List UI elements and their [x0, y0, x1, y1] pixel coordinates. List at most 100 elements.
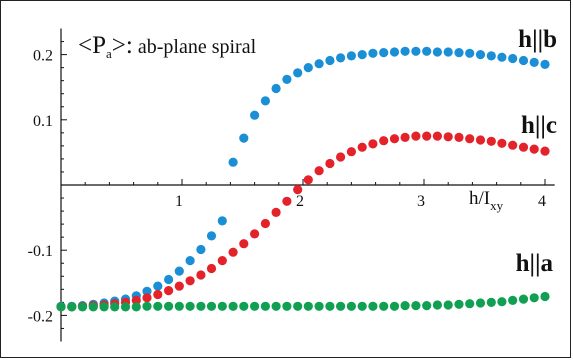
data-point — [271, 207, 281, 217]
data-point — [228, 157, 238, 167]
data-point — [465, 134, 475, 144]
data-point — [357, 50, 367, 60]
data-point — [239, 133, 249, 143]
data-point — [454, 132, 464, 142]
data-point — [518, 294, 529, 304]
data-point — [260, 301, 270, 311]
data-point — [443, 132, 453, 142]
data-point — [529, 293, 539, 303]
data-point — [475, 50, 486, 60]
data-point — [529, 144, 539, 154]
y-tick-label: 0.1 — [33, 113, 53, 130]
data-point — [314, 301, 324, 311]
chart-title: <Pa>: ab-plane spiral — [78, 32, 257, 61]
data-point — [67, 302, 77, 312]
data-point — [303, 63, 313, 73]
data-point — [379, 48, 389, 58]
data-point — [443, 300, 453, 310]
data-point — [88, 302, 98, 312]
data-point — [174, 281, 184, 291]
data-point — [432, 131, 442, 141]
data-point — [346, 51, 356, 61]
data-point — [508, 295, 518, 305]
data-point — [120, 302, 131, 312]
data-point — [400, 46, 410, 56]
data-point — [486, 51, 496, 61]
data-point — [77, 302, 88, 312]
y-tick-label: -0.2 — [28, 308, 53, 325]
data-point — [518, 55, 529, 66]
data-point — [400, 301, 410, 311]
data-point — [250, 110, 260, 120]
data-point — [185, 256, 195, 266]
data-point — [303, 175, 313, 185]
data-point — [336, 152, 346, 162]
data-point — [486, 297, 496, 307]
data-point — [422, 131, 432, 141]
data-point — [497, 52, 507, 62]
data-point — [110, 302, 120, 312]
data-point — [346, 301, 356, 311]
x-axis-label: h/Ixy — [469, 188, 504, 213]
data-point — [400, 132, 410, 142]
data-point — [185, 301, 195, 311]
data-point — [325, 301, 335, 311]
data-point — [465, 299, 475, 309]
data-point — [314, 59, 324, 69]
x-tick-label: 3 — [417, 193, 425, 210]
data-point — [153, 301, 163, 311]
data-point — [336, 301, 346, 311]
series-label-h-a: h||a — [516, 250, 554, 277]
data-point — [336, 53, 346, 63]
series-h-a — [56, 291, 550, 312]
data-point — [282, 301, 292, 311]
data-point — [303, 301, 313, 311]
data-point — [271, 83, 281, 94]
data-point — [206, 231, 217, 241]
data-point — [142, 293, 152, 303]
data-point — [368, 301, 378, 311]
data-point — [368, 139, 378, 149]
data-point — [518, 142, 529, 152]
data-point — [454, 299, 464, 309]
data-point — [314, 166, 324, 176]
data-point — [239, 239, 249, 249]
data-point — [131, 295, 141, 305]
data-point — [174, 266, 184, 276]
data-point — [56, 302, 66, 312]
data-point — [282, 74, 292, 84]
data-point — [454, 48, 464, 58]
data-point — [260, 96, 270, 106]
data-point — [142, 301, 152, 311]
data-point — [411, 46, 421, 56]
data-point — [153, 281, 163, 291]
data-point — [540, 146, 550, 156]
data-point — [389, 134, 400, 144]
data-point — [196, 270, 206, 280]
data-point — [486, 136, 496, 146]
data-point — [540, 291, 550, 302]
data-point — [174, 301, 184, 311]
data-point — [250, 229, 260, 239]
data-point — [411, 131, 421, 141]
data-point — [293, 185, 303, 195]
data-point — [357, 301, 367, 311]
series-label-h-b: h||b — [518, 26, 557, 53]
data-point — [260, 218, 270, 229]
series-h-c — [56, 131, 550, 312]
data-point — [293, 68, 303, 78]
data-point — [228, 301, 238, 311]
data-point — [99, 302, 109, 312]
data-points — [56, 46, 550, 312]
x-tick-label: 4 — [538, 193, 546, 210]
x-tick-label: 1 — [175, 193, 183, 210]
data-point — [217, 216, 227, 226]
data-point — [196, 244, 206, 255]
data-point — [411, 301, 421, 311]
data-point — [379, 301, 389, 311]
data-point — [142, 286, 152, 296]
data-point — [217, 301, 227, 311]
data-point — [164, 286, 174, 296]
